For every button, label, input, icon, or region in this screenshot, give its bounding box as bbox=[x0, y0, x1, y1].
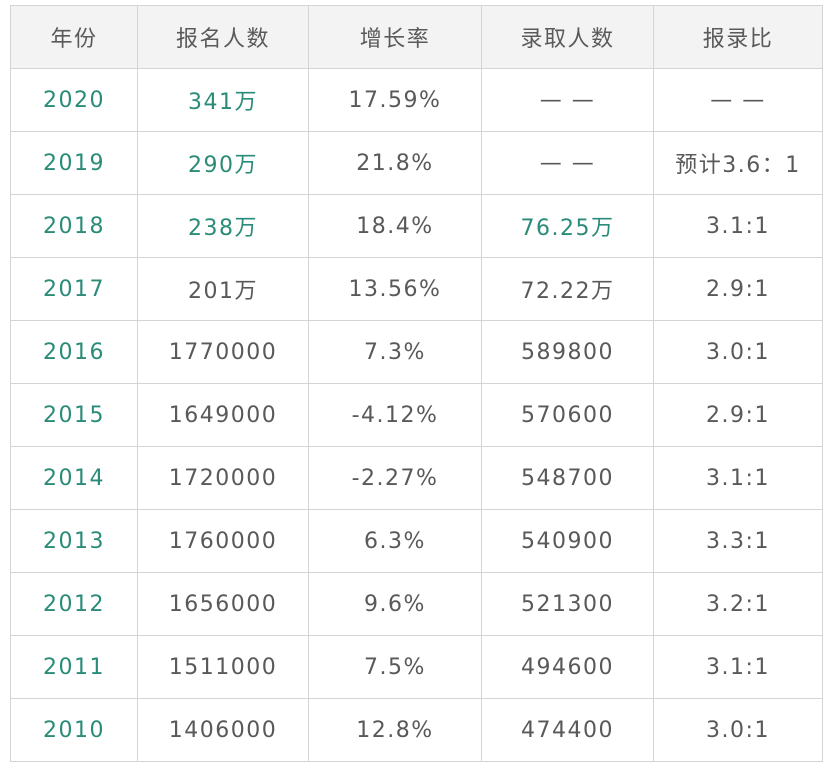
table-cell: 3.0:1 bbox=[653, 698, 823, 762]
table-cell: 预计3.6：1 bbox=[653, 131, 823, 195]
table-cell: 9.6% bbox=[308, 572, 482, 636]
table-cell: 2018 bbox=[10, 194, 138, 258]
table-row: 2020 341万 17.59% — — — — bbox=[10, 68, 823, 132]
data-table: 年份 报名人数 增长率 录取人数 报录比 2020 341万 17.59% — — — —201… bbox=[10, 5, 823, 762]
table-cell: 2014 bbox=[10, 446, 138, 510]
table-cell: -2.27% bbox=[308, 446, 482, 510]
table-cell: 3.1:1 bbox=[653, 194, 823, 258]
header-cell: 录取人数 bbox=[481, 5, 654, 69]
table-cell: -4.12% bbox=[308, 383, 482, 447]
table-row: 2014 1720000 -2.27% 548700 3.1:1 bbox=[10, 446, 823, 510]
table-cell: 21.8% bbox=[308, 131, 482, 195]
table-cell: 1770000 bbox=[137, 320, 309, 384]
table-row: 2011 1511000 7.5% 494600 3.1:1 bbox=[10, 635, 823, 699]
table-cell: 12.8% bbox=[308, 698, 482, 762]
table-header: 年份 报名人数 增长率 录取人数 报录比 bbox=[10, 5, 823, 69]
table-cell: 7.3% bbox=[308, 320, 482, 384]
table-cell: 589800 bbox=[481, 320, 654, 384]
table-cell: 238万 bbox=[137, 194, 309, 258]
table-cell: 3.3:1 bbox=[653, 509, 823, 573]
table-cell: 6.3% bbox=[308, 509, 482, 573]
table-cell: 2.9:1 bbox=[653, 257, 823, 321]
table-cell: 1656000 bbox=[137, 572, 309, 636]
header-cell: 年份 bbox=[10, 5, 138, 69]
table-cell: 2019 bbox=[10, 131, 138, 195]
table-cell: 570600 bbox=[481, 383, 654, 447]
table-cell: 18.4% bbox=[308, 194, 482, 258]
table-cell: 2017 bbox=[10, 257, 138, 321]
table-cell: 521300 bbox=[481, 572, 654, 636]
table-cell: 7.5% bbox=[308, 635, 482, 699]
table-cell: 2.9:1 bbox=[653, 383, 823, 447]
table-cell: 2011 bbox=[10, 635, 138, 699]
table-cell: 1649000 bbox=[137, 383, 309, 447]
table-cell: 341万 bbox=[137, 68, 309, 132]
table-cell: 2020 bbox=[10, 68, 138, 132]
table-cell: — — bbox=[481, 131, 654, 195]
table-cell: 2015 bbox=[10, 383, 138, 447]
table-cell: — — bbox=[481, 68, 654, 132]
table-cell: 1511000 bbox=[137, 635, 309, 699]
table-row: 2012 1656000 9.6% 521300 3.2:1 bbox=[10, 572, 823, 636]
table-cell: 3.0:1 bbox=[653, 320, 823, 384]
header-row: 年份 报名人数 增长率 录取人数 报录比 bbox=[10, 5, 823, 69]
table-row: 2018 238万 18.4% 76.25万 3.1:1 bbox=[10, 194, 823, 258]
table-cell: 76.25万 bbox=[481, 194, 654, 258]
table-cell: 548700 bbox=[481, 446, 654, 510]
table-cell: 3.2:1 bbox=[653, 572, 823, 636]
table-cell: 290万 bbox=[137, 131, 309, 195]
header-cell: 报名人数 bbox=[137, 5, 309, 69]
table-cell: 2010 bbox=[10, 698, 138, 762]
table-row: 2019 290万 21.8% — — 预计3.6：1 bbox=[10, 131, 823, 195]
table-cell: 1406000 bbox=[137, 698, 309, 762]
table-cell: 3.1:1 bbox=[653, 446, 823, 510]
table-cell: 494600 bbox=[481, 635, 654, 699]
table-body: 2020 341万 17.59% — — — —2019 290万 21.8% — — 预计3.… bbox=[10, 68, 823, 762]
table-cell: 13.56% bbox=[308, 257, 482, 321]
table-row: 2013 1760000 6.3% 540900 3.3:1 bbox=[10, 509, 823, 573]
table-row: 2017 201万 13.56% 72.22万 2.9:1 bbox=[10, 257, 823, 321]
header-cell: 报录比 bbox=[653, 5, 823, 69]
table-cell: 17.59% bbox=[308, 68, 482, 132]
header-cell: 增长率 bbox=[308, 5, 482, 69]
table-row: 2016 1770000 7.3% 589800 3.0:1 bbox=[10, 320, 823, 384]
table-row: 2015 1649000 -4.12% 570600 2.9:1 bbox=[10, 383, 823, 447]
table-row: 2010 1406000 12.8% 474400 3.0:1 bbox=[10, 698, 823, 762]
table-cell: 1760000 bbox=[137, 509, 309, 573]
table-cell: 474400 bbox=[481, 698, 654, 762]
table-cell: 540900 bbox=[481, 509, 654, 573]
table-cell: 3.1:1 bbox=[653, 635, 823, 699]
table-cell: 72.22万 bbox=[481, 257, 654, 321]
table-cell: 201万 bbox=[137, 257, 309, 321]
table-cell: — — bbox=[653, 68, 823, 132]
table-cell: 2016 bbox=[10, 320, 138, 384]
table-cell: 2013 bbox=[10, 509, 138, 573]
table-cell: 2012 bbox=[10, 572, 138, 636]
table-cell: 1720000 bbox=[137, 446, 309, 510]
